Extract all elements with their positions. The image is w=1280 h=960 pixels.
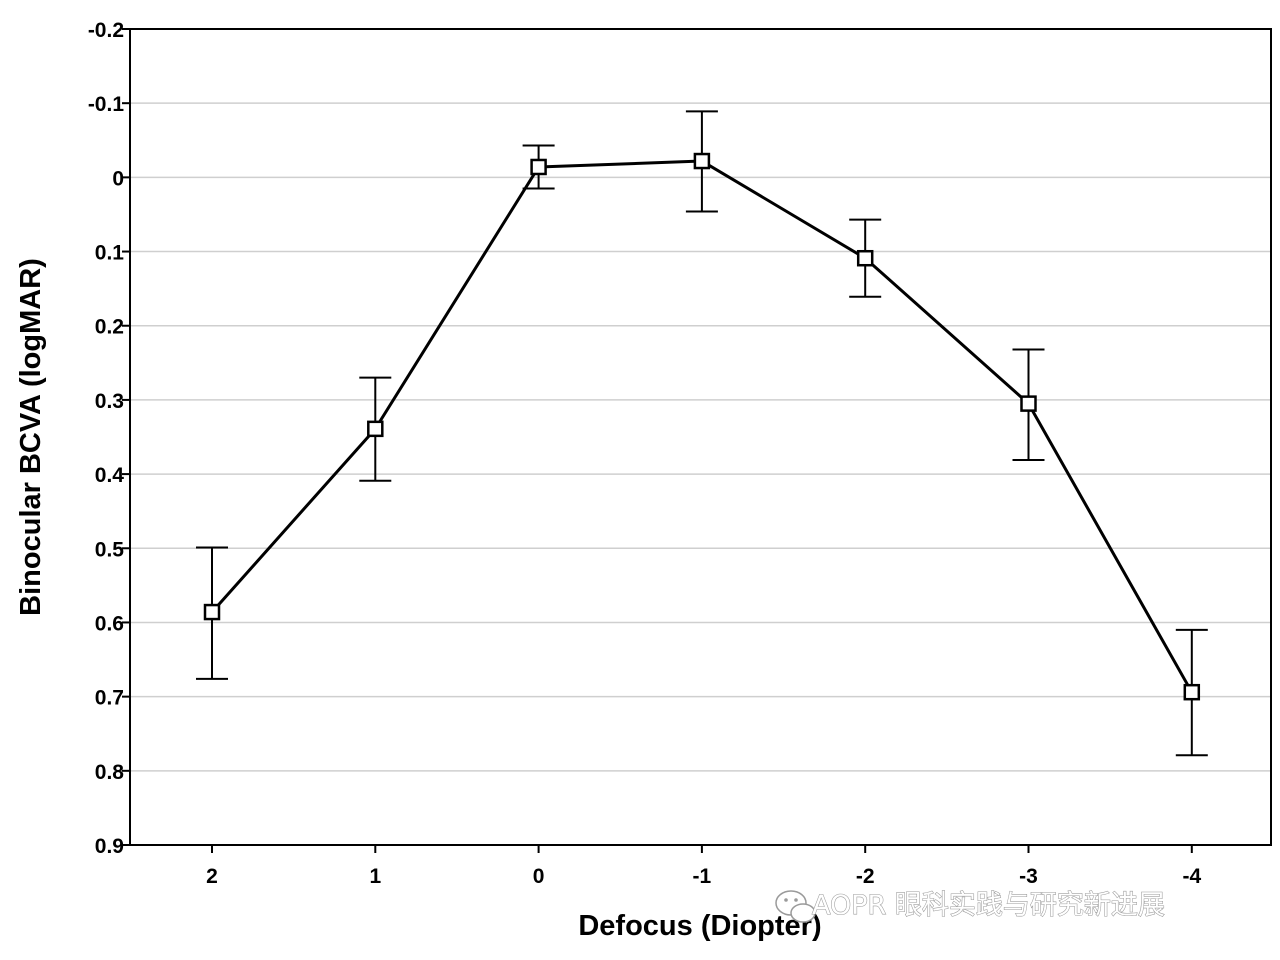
x-tick-label: -4 [1182, 865, 1201, 888]
data-point [1183, 683, 1201, 701]
y-tick-label: 0.6 [95, 612, 124, 635]
x-tick-label: 0 [533, 865, 545, 888]
grid-lines [130, 102, 1271, 772]
series-line [210, 159, 1194, 693]
data-point [203, 603, 221, 621]
data-point [693, 152, 711, 170]
y-tick-label: 0.9 [95, 835, 124, 858]
x-axis: 2 1 0 -1 -2 -3 -4 [206, 845, 1201, 888]
x-tick-label: -3 [1019, 865, 1038, 888]
x-axis-title: Defocus (Diopter) [578, 910, 821, 942]
y-axis-title: Binocular BCVA (logMAR) [15, 258, 47, 616]
wechat-icon [775, 890, 816, 923]
data-point [1020, 395, 1037, 412]
watermark-text: AOPR 眼科实践与研究新进展 [812, 890, 1165, 921]
watermark: AOPR 眼科实践与研究新进展 [775, 889, 1165, 923]
y-tick-label: 0.2 [95, 316, 124, 339]
data-point [530, 158, 547, 176]
y-tick-label: 0.3 [95, 390, 124, 413]
y-tick-label: -0.1 [88, 93, 125, 116]
y-tick-label: 0.5 [95, 538, 125, 561]
y-tick-label: 0.1 [95, 242, 125, 265]
data-point [856, 249, 874, 267]
y-tick-label: -0.2 [88, 19, 124, 42]
plot-frame [129, 28, 1272, 846]
y-tick-label: 0 [112, 167, 124, 190]
y-tick-label: 0.7 [95, 687, 124, 710]
y-tick-label: 0.4 [95, 464, 125, 487]
x-tick-label: 2 [206, 865, 218, 888]
x-tick-label: -2 [856, 865, 875, 888]
y-axis: -0.2 -0.1 0 0.1 0.2 0.3 0.4 0.5 0.6 0.7 0.8 0.9 [88, 19, 130, 858]
x-tick-label: -1 [693, 865, 712, 888]
y-tick-label: 0.8 [95, 761, 125, 784]
data-point [367, 420, 384, 438]
x-tick-label: 1 [369, 865, 381, 888]
series-line-group [196, 110, 1208, 757]
